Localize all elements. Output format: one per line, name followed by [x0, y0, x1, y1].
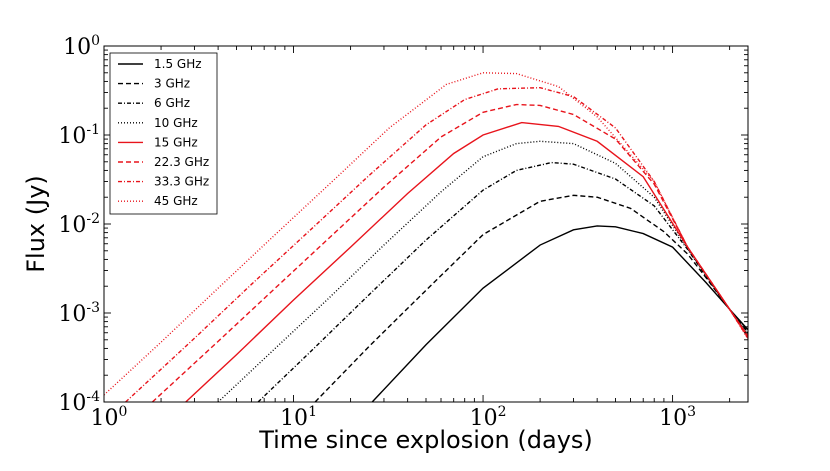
- legend: 1.5 GHz 3 GHz 6 GHz 10 GHz 15 GHz 22.3 GHz 33.…: [109, 52, 218, 215]
- legend-label-0: 1.5 GHz: [154, 57, 202, 71]
- series-line-7: [104, 72, 748, 396]
- x-tick-label: 100: [91, 404, 128, 431]
- series-layer: [104, 72, 748, 402]
- series-line-0: [371, 225, 748, 402]
- series-line-5: [151, 103, 748, 402]
- series-line-2: [257, 161, 748, 402]
- legend-label-6: 33.3 GHz: [154, 175, 209, 189]
- series-line-3: [217, 140, 748, 402]
- legend-label-3: 10 GHz: [154, 116, 198, 130]
- legend-label-2: 6 GHz: [154, 96, 190, 110]
- y-tick-label: 10-3: [58, 300, 100, 327]
- legend-label-7: 45 GHz: [154, 194, 198, 208]
- y-tick-label: 10-1: [58, 122, 100, 149]
- x-tick-label: 102: [470, 404, 507, 431]
- legend-label-4: 15 GHz: [154, 135, 198, 149]
- legend-box: [109, 52, 218, 215]
- y-tick-label: 100: [63, 33, 100, 60]
- series-line-4: [185, 121, 748, 402]
- series-line-1: [314, 194, 748, 402]
- x-tick-label: 101: [280, 404, 317, 431]
- legend-label-1: 3 GHz: [154, 77, 190, 91]
- y-tick-label: 10-4: [58, 389, 100, 416]
- ticks-layer: [103, 45, 748, 403]
- y-axis-label: Flux (Jy): [22, 175, 50, 273]
- x-tick-label: 103: [659, 404, 696, 431]
- y-tick-label: 10-2: [58, 211, 100, 238]
- legend-label-5: 22.3 GHz: [154, 155, 209, 169]
- tick-labels-layer: 100 101 102 103 100 10-1 10-2 10-3 10-4: [58, 33, 696, 431]
- series-line-6: [125, 86, 748, 402]
- x-axis-label: Time since explosion (days): [258, 426, 593, 454]
